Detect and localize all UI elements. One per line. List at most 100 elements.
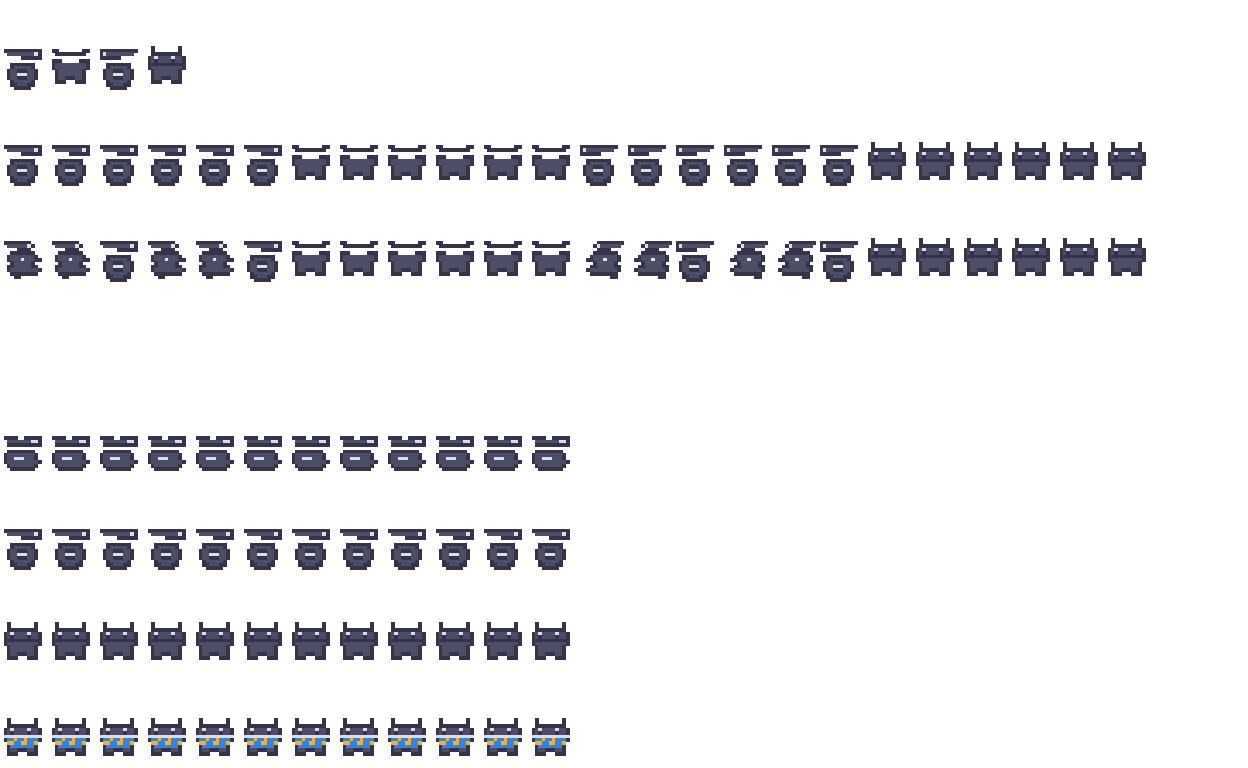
sprite-horned	[436, 622, 480, 672]
sprite-side-low	[4, 430, 48, 480]
sprite-image	[4, 142, 48, 186]
sprite-image	[52, 526, 96, 570]
sprite-side-low	[196, 430, 240, 480]
sprite-image	[52, 430, 96, 474]
sprite-image	[628, 238, 672, 282]
sprite-striped	[52, 718, 96, 768]
sprite-image	[100, 430, 144, 474]
sprite-striped	[484, 718, 528, 768]
sprite-image	[148, 526, 192, 570]
sprite-image	[100, 238, 144, 282]
sprite-image	[100, 622, 144, 666]
sprite-image	[196, 238, 240, 282]
sprite-image	[532, 430, 576, 474]
sprite-horned	[868, 142, 912, 192]
sprite-front	[340, 238, 384, 288]
sprite-image	[340, 142, 384, 186]
sprite-horned	[1012, 238, 1056, 288]
sprite-side-tilt	[52, 238, 96, 288]
sprite-horned	[292, 622, 336, 672]
sprite-side-tilt	[196, 238, 240, 288]
sprite-horned	[1108, 238, 1152, 288]
sprite-image	[1108, 142, 1152, 186]
sprite-front	[52, 46, 96, 96]
sprite-side	[436, 526, 480, 576]
sprite-image	[436, 622, 480, 666]
sprite-front	[292, 238, 336, 288]
sprite-image	[1108, 238, 1152, 282]
sprite-image	[1060, 238, 1104, 282]
sprite-horned	[148, 622, 192, 672]
sprite-side-tilt	[4, 238, 48, 288]
sprite-striped	[148, 718, 192, 768]
sprite-image	[52, 718, 96, 762]
sprite-front	[340, 142, 384, 192]
sprite-side	[196, 142, 240, 192]
sprite-image	[196, 142, 240, 186]
sprite-side-low	[532, 430, 576, 480]
sprite-horned	[916, 238, 960, 288]
sprite-image	[340, 526, 384, 570]
sprite-side-flip	[820, 142, 864, 192]
sprite-side-flip-tilt	[772, 238, 816, 288]
sprite-image	[148, 46, 192, 90]
sprite-horned	[1060, 238, 1104, 288]
sprite-side-low	[292, 430, 336, 480]
sprite-image	[388, 526, 432, 570]
sprite-front	[532, 238, 576, 288]
sprite-side-flip-tilt	[580, 238, 624, 288]
sprite-image	[388, 622, 432, 666]
sprite-image	[772, 142, 816, 186]
sprite-front	[436, 142, 480, 192]
sprite-horned	[340, 622, 384, 672]
sprite-horned	[52, 622, 96, 672]
sprite-side	[244, 142, 288, 192]
sprite-image	[4, 46, 48, 90]
sprite-image	[244, 622, 288, 666]
sprite-side-flip	[772, 142, 816, 192]
sprite-horned	[148, 46, 192, 96]
sprite-image	[196, 526, 240, 570]
sprite-image	[1060, 142, 1104, 186]
sprite-image	[340, 718, 384, 762]
sprite-horned	[4, 622, 48, 672]
sprite-image	[484, 430, 528, 474]
sprite-horned	[532, 622, 576, 672]
sprite-image	[52, 622, 96, 666]
sprite-image	[532, 526, 576, 570]
sprite-image	[148, 142, 192, 186]
sprite-image	[772, 238, 816, 282]
sprite-image	[244, 430, 288, 474]
sprite-side	[4, 142, 48, 192]
sprite-image	[52, 142, 96, 186]
sprite-side	[4, 526, 48, 576]
sprite-image	[292, 142, 336, 186]
sprite-image	[292, 622, 336, 666]
sprite-image	[148, 622, 192, 666]
sprite-image	[100, 526, 144, 570]
sprite-image	[196, 718, 240, 762]
sprite-striped	[532, 718, 576, 768]
sprite-side-flip	[820, 238, 864, 288]
sprite-side	[52, 142, 96, 192]
sprite-image	[244, 718, 288, 762]
sprite-image	[388, 430, 432, 474]
sprite-image	[340, 238, 384, 282]
sprite-image	[388, 238, 432, 282]
sprite-image	[340, 430, 384, 474]
sprite-front	[292, 142, 336, 192]
sprite-image	[100, 142, 144, 186]
sprite-horned	[100, 622, 144, 672]
sprite-image	[532, 142, 576, 186]
sprite-image	[4, 238, 48, 282]
sprite-side	[484, 526, 528, 576]
sprite-side-low	[244, 430, 288, 480]
sprite-image	[532, 718, 576, 762]
sprite-horned	[484, 622, 528, 672]
sprite-image	[100, 46, 144, 90]
sprite-image	[4, 718, 48, 762]
sprite-striped	[4, 718, 48, 768]
sprite-side-low	[100, 430, 144, 480]
sprite-image	[388, 142, 432, 186]
sprite-image	[484, 238, 528, 282]
